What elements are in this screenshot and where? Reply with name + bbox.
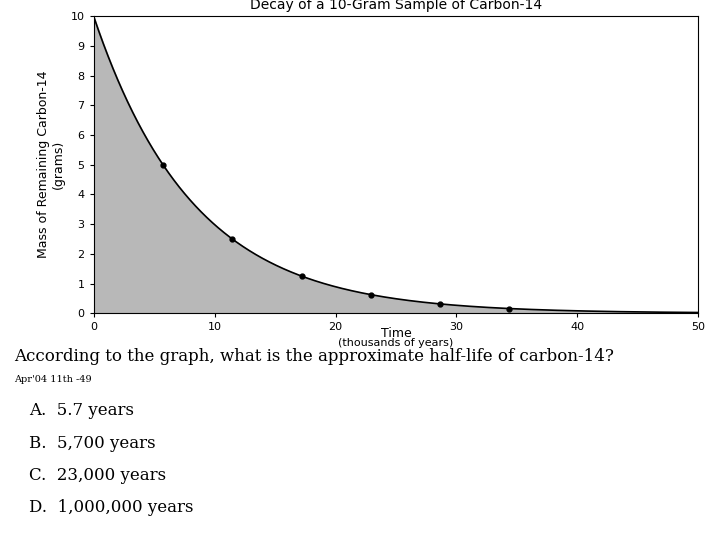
Text: D.  1,000,000 years: D. 1,000,000 years bbox=[29, 500, 193, 516]
Text: C.  23,000 years: C. 23,000 years bbox=[29, 467, 166, 484]
Text: (thousands of years): (thousands of years) bbox=[338, 338, 454, 348]
Text: A.  5.7 years: A. 5.7 years bbox=[29, 402, 134, 419]
Y-axis label: Mass of Remaining Carbon-14
(grams): Mass of Remaining Carbon-14 (grams) bbox=[37, 71, 65, 259]
Text: B.  5,700 years: B. 5,700 years bbox=[29, 435, 156, 451]
Text: Time: Time bbox=[381, 327, 411, 340]
Text: According to the graph, what is the approximate half-life of carbon-14?: According to the graph, what is the appr… bbox=[14, 348, 614, 365]
Title: Decay of a 10-Gram Sample of Carbon-14: Decay of a 10-Gram Sample of Carbon-14 bbox=[250, 0, 542, 12]
Text: Apr'04 11th -49: Apr'04 11th -49 bbox=[14, 375, 92, 384]
